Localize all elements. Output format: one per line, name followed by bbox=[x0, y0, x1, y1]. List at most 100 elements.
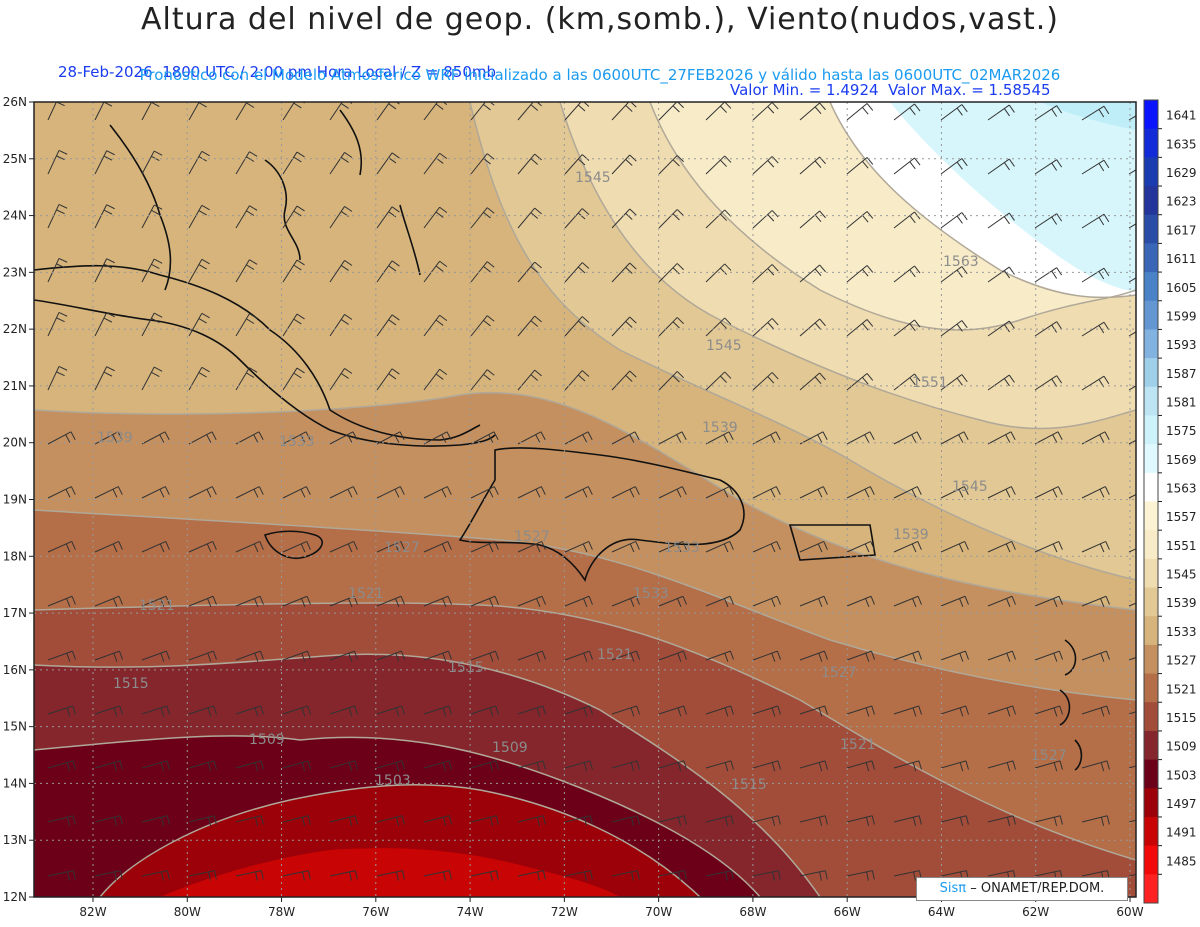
wind-barb bbox=[799, 595, 828, 608]
wind-barb bbox=[517, 595, 546, 608]
wind-barb bbox=[517, 315, 542, 337]
wind-barb bbox=[329, 314, 353, 337]
wind-barb bbox=[1034, 760, 1063, 772]
wind-barb bbox=[799, 156, 826, 175]
color-scale-label: 1569 bbox=[1166, 453, 1197, 467]
wind-barb bbox=[893, 319, 921, 337]
wind-barb bbox=[846, 431, 875, 445]
wind-barb bbox=[376, 431, 405, 445]
value-range-text: Valor Min. = 1.4924 Valor Max. = 1.58545 bbox=[730, 81, 1051, 99]
lon-tick-label: 62W bbox=[1022, 905, 1049, 919]
wind-barb bbox=[705, 815, 734, 827]
color-scale-swatch bbox=[1144, 415, 1158, 445]
wind-barb bbox=[141, 705, 170, 717]
wind-barb bbox=[423, 760, 452, 772]
wind-barb bbox=[611, 650, 640, 662]
wind-barb bbox=[658, 486, 687, 499]
wind-barb bbox=[705, 317, 732, 337]
wind-barb bbox=[141, 431, 170, 445]
wind-barb bbox=[752, 102, 779, 121]
wind-barb bbox=[470, 207, 495, 229]
color-scale-swatch bbox=[1144, 157, 1158, 187]
wind-barb bbox=[893, 103, 921, 121]
wind-barb bbox=[893, 431, 922, 445]
wind-barb bbox=[564, 760, 593, 772]
wind-barb bbox=[987, 158, 1015, 175]
wind-barb bbox=[517, 153, 542, 175]
contour-label: 1527 bbox=[1031, 748, 1067, 764]
wind-barb bbox=[141, 815, 170, 827]
wind-barb bbox=[470, 431, 499, 445]
wind-barb bbox=[987, 486, 1016, 499]
latitude-axis: 26N 25N 24N 23N 22N 21N 20N 19N 18N 17N 16N 15N 14N 1… bbox=[3, 95, 34, 904]
wind-barb bbox=[799, 650, 828, 662]
wind-barb bbox=[94, 150, 115, 175]
contour-label: 1545 bbox=[706, 338, 742, 354]
wind-barb bbox=[752, 372, 779, 391]
wind-barb bbox=[611, 154, 637, 175]
wind-barb bbox=[564, 540, 593, 553]
color-scale-label: 1515 bbox=[1166, 711, 1197, 725]
wind-barb bbox=[94, 540, 123, 553]
wind-barb bbox=[611, 262, 637, 283]
lat-lon-grid bbox=[34, 102, 1136, 897]
color-scale-label: 1593 bbox=[1166, 338, 1197, 352]
contour-label: 1527 bbox=[514, 529, 550, 545]
wind-barb bbox=[752, 210, 779, 229]
credit-box: Sisπ – ONAMET/REP.DOM. bbox=[916, 877, 1128, 901]
brand-label: Sisπ bbox=[939, 881, 967, 896]
wind-barb bbox=[1128, 819, 1136, 823]
wind-barb bbox=[940, 815, 969, 827]
wind-barb bbox=[329, 595, 358, 608]
wind-barb bbox=[799, 264, 826, 283]
wind-barb bbox=[987, 705, 1016, 717]
wind-barb bbox=[1034, 650, 1063, 662]
wind-barb bbox=[893, 157, 921, 175]
wind-barb bbox=[846, 760, 875, 772]
wind-barb bbox=[235, 102, 258, 121]
wind-barb bbox=[47, 431, 76, 445]
wind-barb bbox=[47, 650, 76, 662]
lat-tick-label: 21N bbox=[3, 379, 27, 393]
wind-barb bbox=[329, 540, 358, 553]
wind-barb bbox=[611, 316, 637, 337]
wind-barb bbox=[235, 205, 258, 229]
wind-barb bbox=[423, 486, 452, 499]
contour-label: 1533 bbox=[279, 434, 315, 450]
wind-barb bbox=[423, 260, 448, 283]
wind-barb bbox=[752, 540, 781, 553]
color-scale-swatch bbox=[1144, 788, 1158, 818]
wind-barb bbox=[940, 650, 969, 662]
wind-barb bbox=[799, 372, 826, 391]
wind-barb bbox=[1034, 540, 1063, 553]
contour-label: 1509 bbox=[249, 732, 285, 748]
wind-barb bbox=[188, 102, 210, 121]
wind-barb bbox=[329, 760, 358, 772]
wind-barb bbox=[423, 314, 448, 337]
wind-barb bbox=[94, 870, 123, 881]
color-scale-label: 1641 bbox=[1166, 109, 1197, 123]
color-scale-swatch bbox=[1144, 759, 1158, 789]
color-scale-swatch bbox=[1144, 702, 1158, 732]
lat-tick-label: 14N bbox=[3, 776, 27, 790]
wind-barb bbox=[47, 257, 68, 283]
wind-barb bbox=[470, 870, 499, 881]
wind-barb bbox=[1128, 223, 1136, 229]
wind-barb bbox=[188, 540, 217, 553]
wind-barb bbox=[282, 431, 311, 445]
wind-barb bbox=[1081, 705, 1110, 717]
wind-barb bbox=[893, 650, 922, 662]
wind-barb bbox=[752, 431, 781, 445]
color-scale-swatch bbox=[1144, 386, 1158, 416]
wind-barb bbox=[893, 705, 922, 717]
wind-barb bbox=[329, 431, 358, 445]
contour-label: 1521 bbox=[840, 737, 876, 753]
wind-barb bbox=[188, 258, 210, 283]
wind-barb bbox=[987, 266, 1015, 283]
wind-barb bbox=[611, 870, 640, 881]
wind-barb bbox=[705, 705, 734, 717]
contour-label: 1521 bbox=[597, 647, 633, 663]
wind-barb bbox=[799, 486, 828, 499]
lat-tick-label: 16N bbox=[3, 663, 27, 677]
wind-barb bbox=[94, 312, 115, 337]
